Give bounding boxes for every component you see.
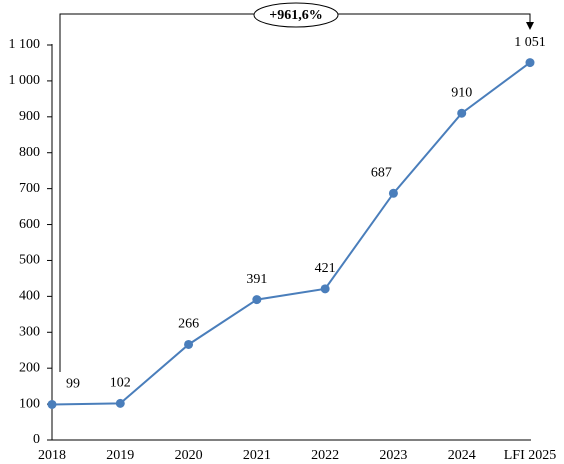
y-tick-label: 1 100 [9,37,41,52]
y-tick-label: 500 [19,253,40,268]
x-tick-label: 2024 [448,448,476,463]
x-tick-label: 2020 [175,448,203,463]
y-tick-label: 1 000 [9,73,41,88]
bracket [59,13,531,372]
x-tick-label: 2021 [243,448,271,463]
y-tick-label: 900 [19,109,40,124]
y-tick-label: 400 [19,289,40,304]
x-tick-label: 2023 [379,448,407,463]
line [51,61,531,406]
point [47,399,57,409]
data-label: 687 [371,166,392,181]
point [388,188,398,198]
y-tick-label: 100 [19,396,40,411]
y-tick-label: 700 [19,181,40,196]
annotation: +961,6% [269,8,322,23]
x-tick-label: 2022 [311,448,339,463]
x-tick-label: 2019 [106,448,134,463]
data-label: 391 [246,272,267,287]
point [115,398,125,408]
x-tick-label: LFI 2025 [504,448,557,463]
data-label: 421 [315,261,336,276]
y-tick-label: 200 [19,360,40,375]
data-label: 910 [451,85,472,100]
data-label: 99 [66,377,80,392]
y-tick-label: 300 [19,324,40,339]
data-label: 266 [178,317,199,332]
y-tick-label: 600 [19,217,40,232]
data-label: 1 051 [514,35,546,50]
y-tick-label: 800 [19,145,40,160]
point [457,108,467,118]
arrow-head [526,22,534,30]
point [525,58,535,68]
point [320,284,330,294]
y-tick-label: 0 [33,432,40,447]
data-label: 102 [110,376,131,391]
annotation-ellipse [253,2,339,28]
point [184,339,194,349]
x-tick-label: 2018 [38,448,66,463]
point [252,295,262,305]
